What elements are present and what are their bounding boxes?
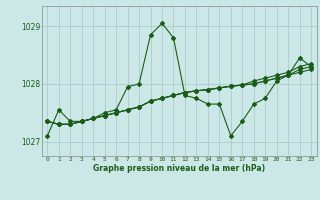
X-axis label: Graphe pression niveau de la mer (hPa): Graphe pression niveau de la mer (hPa) (93, 164, 265, 173)
